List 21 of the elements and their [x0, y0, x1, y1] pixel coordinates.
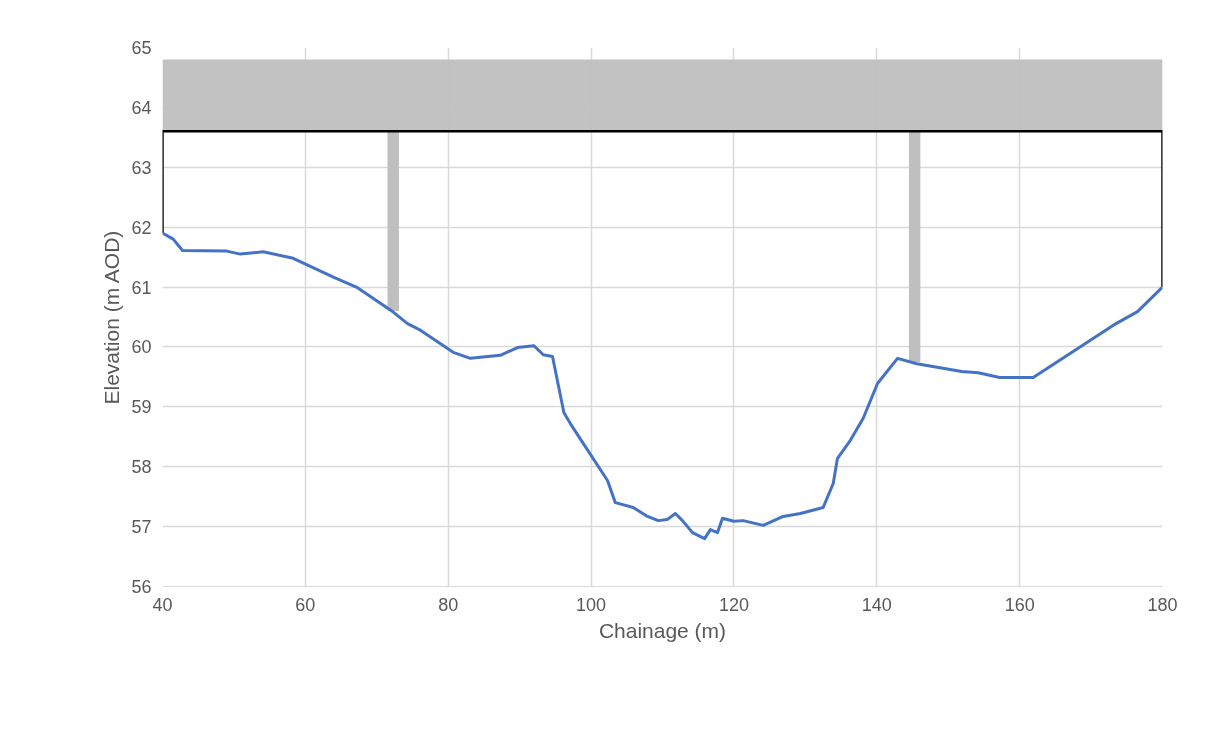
x-tick-label: 160	[1004, 594, 1035, 615]
x-tick-label: 120	[718, 594, 749, 615]
y-tick-label: 61	[131, 277, 152, 298]
x-tick-label: 80	[438, 594, 459, 615]
y-tick-label: 56	[131, 577, 152, 597]
y-tick-label: 58	[131, 457, 152, 478]
x-tick-label: 180	[1147, 594, 1178, 615]
y-tick-label: 64	[131, 97, 152, 118]
y-tick-label: 59	[131, 397, 152, 418]
line-series	[162, 231, 1163, 541]
x-tick-label: 60	[295, 594, 316, 615]
y-tick-label: 60	[131, 337, 152, 358]
y-tick-label: 65	[131, 38, 152, 58]
y-axis-title: Elevation (m AOD)	[100, 230, 124, 405]
y-tick-label: 62	[131, 217, 152, 238]
x-tick-label: 140	[861, 594, 892, 615]
x-axis-title: Chainage (m)	[598, 618, 727, 642]
x-tick-label: 40	[152, 594, 173, 615]
y-tick-label: 57	[131, 517, 152, 538]
x-tick-label: 100	[576, 594, 607, 615]
y-tick-label: 63	[131, 157, 152, 178]
